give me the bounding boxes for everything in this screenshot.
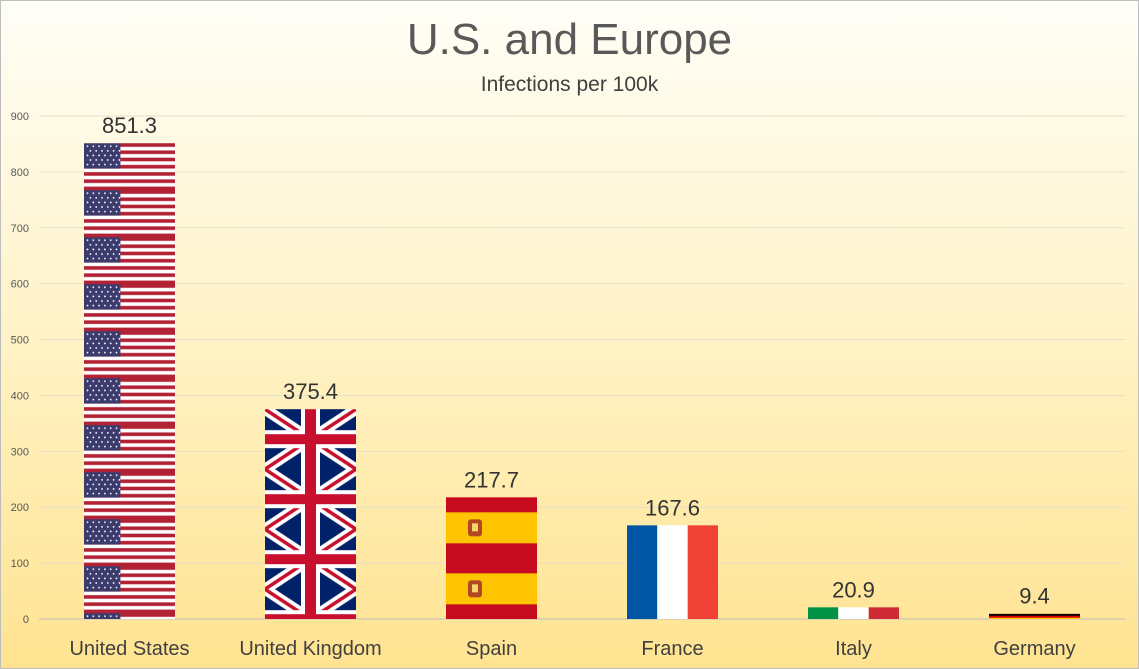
x-category-label: United Kingdom xyxy=(239,638,381,660)
y-tick-label: 200 xyxy=(11,502,29,514)
y-tick-label: 900 xyxy=(11,111,29,123)
x-category-label: France xyxy=(641,638,703,660)
x-category-label: Germany xyxy=(993,638,1075,660)
bar-italy xyxy=(808,607,899,619)
data-label: 20.9 xyxy=(832,577,875,602)
y-tick-label: 500 xyxy=(11,335,29,347)
y-tick-label: 600 xyxy=(11,279,29,291)
bar-france xyxy=(627,525,718,619)
x-category-label: Italy xyxy=(835,638,872,660)
chart-title: U.S. and Europe xyxy=(406,15,733,64)
y-tick-label: 0 xyxy=(23,614,29,626)
x-category-label: Spain xyxy=(466,638,517,660)
y-tick-label: 100 xyxy=(11,558,29,570)
data-label: 167.6 xyxy=(645,495,700,520)
bar-united-states xyxy=(84,143,175,619)
chart-subtitle: Infections per 100k xyxy=(480,73,659,96)
bar-spain xyxy=(446,497,537,619)
y-tick-label: 300 xyxy=(11,446,29,458)
bar-germany xyxy=(989,613,1080,619)
data-label: 9.4 xyxy=(1019,584,1050,609)
y-tick-label: 800 xyxy=(11,167,29,179)
data-label: 375.4 xyxy=(283,379,338,404)
y-tick-label: 700 xyxy=(11,223,29,235)
y-tick-label: 400 xyxy=(11,390,29,402)
data-label: 851.3 xyxy=(102,113,157,138)
x-category-label: United States xyxy=(69,638,189,660)
data-label: 217.7 xyxy=(464,467,519,492)
bar-united-kingdom xyxy=(265,409,356,619)
